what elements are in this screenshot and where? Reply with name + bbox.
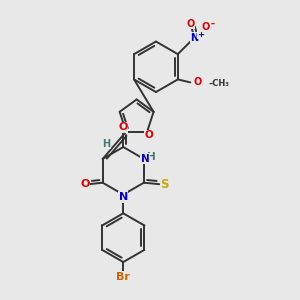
Text: N: N — [141, 154, 150, 164]
Text: O: O — [193, 77, 201, 87]
Text: H: H — [102, 139, 110, 149]
Text: O: O — [118, 122, 128, 132]
Text: O: O — [201, 22, 210, 32]
Text: S: S — [160, 178, 169, 191]
Text: H: H — [147, 152, 156, 161]
Text: +: + — [197, 30, 204, 39]
Text: -: - — [210, 19, 214, 29]
Text: N: N — [118, 192, 128, 202]
Text: –CH₃: –CH₃ — [208, 80, 229, 88]
Text: Br: Br — [116, 272, 130, 282]
Text: O: O — [187, 19, 195, 28]
Text: O: O — [80, 179, 89, 189]
Text: N: N — [190, 33, 198, 43]
Text: O: O — [144, 130, 153, 140]
